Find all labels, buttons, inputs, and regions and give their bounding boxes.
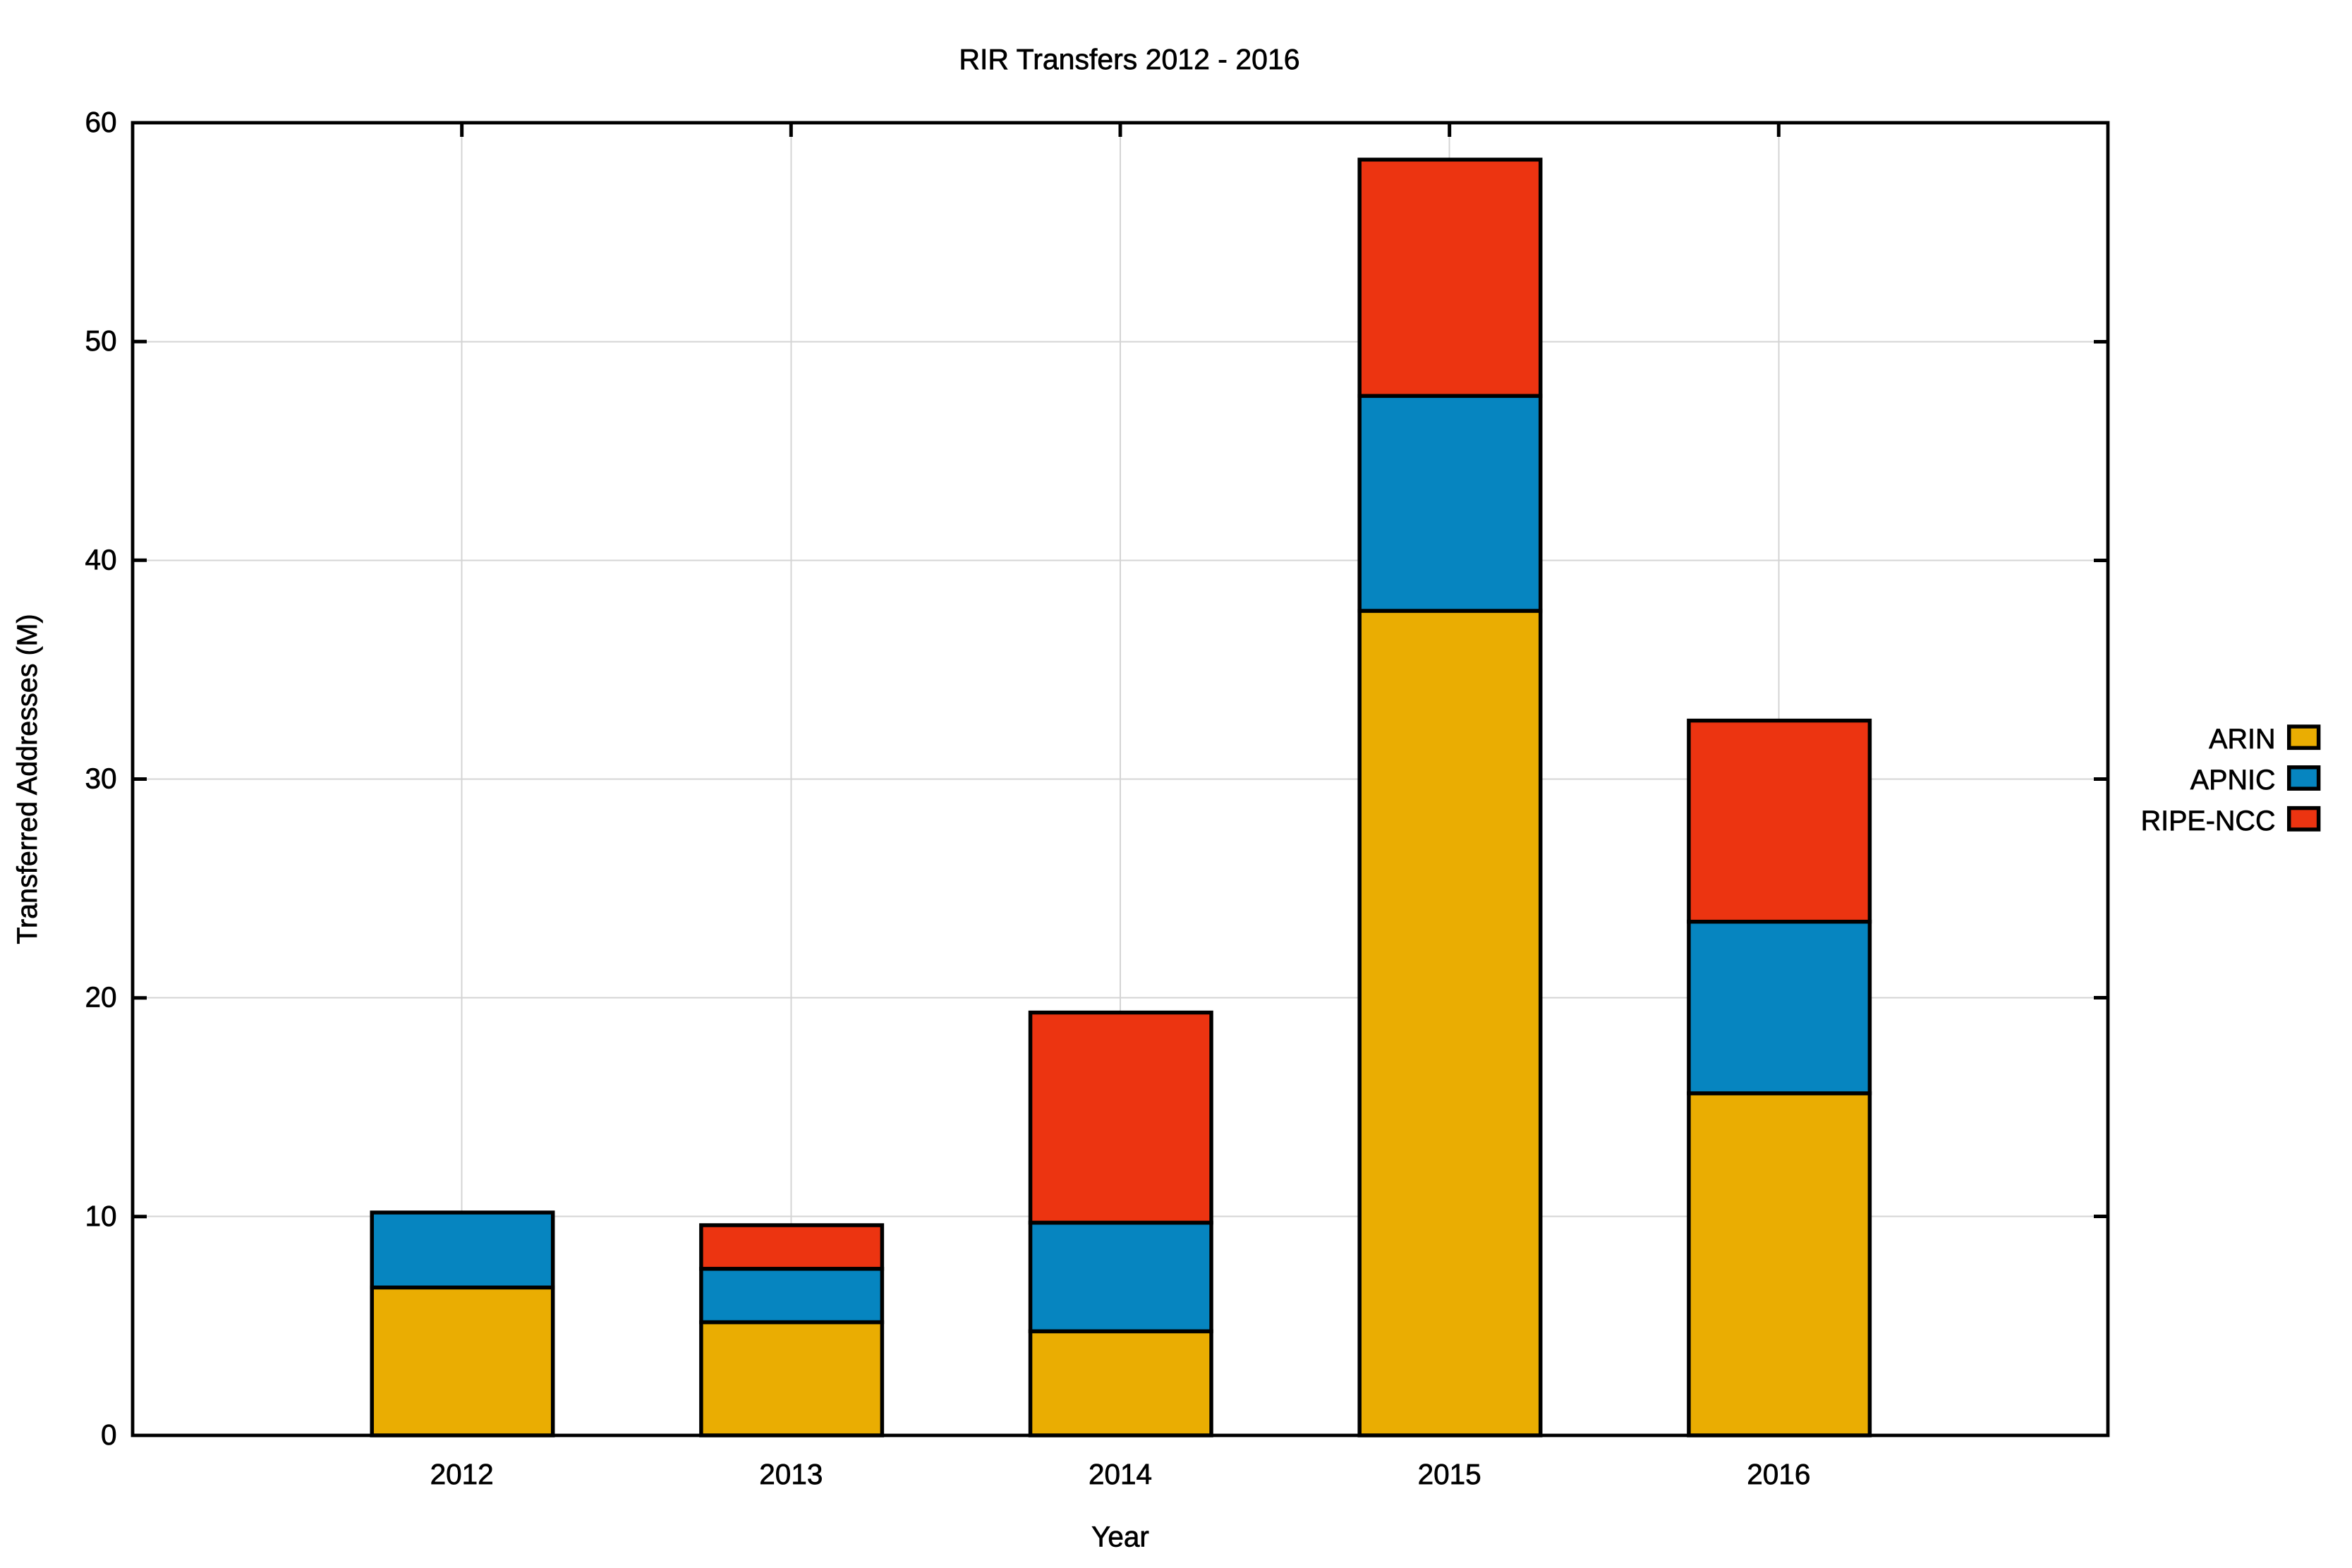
svg-text:0: 0	[101, 1418, 117, 1451]
svg-text:30: 30	[85, 762, 116, 795]
svg-text:20: 20	[85, 981, 116, 1014]
svg-text:2012: 2012	[430, 1458, 494, 1490]
svg-text:ARIN: ARIN	[2209, 724, 2275, 755]
svg-text:50: 50	[85, 324, 116, 357]
svg-text:Transferred Addresses (M): Transferred Addresses (M)	[12, 614, 43, 944]
svg-text:2014: 2014	[1089, 1458, 1152, 1490]
svg-text:2016: 2016	[1747, 1458, 1810, 1490]
svg-text:10: 10	[85, 1200, 116, 1232]
svg-text:2013: 2013	[759, 1458, 823, 1490]
svg-text:RIPE-NCC: RIPE-NCC	[2141, 806, 2276, 837]
svg-text:APNIC: APNIC	[2190, 765, 2276, 796]
svg-text:2015: 2015	[1418, 1458, 1481, 1490]
svg-text:Year: Year	[1091, 1521, 1149, 1553]
svg-text:60: 60	[85, 106, 116, 138]
svg-text:40: 40	[85, 543, 116, 576]
svg-text:RIR Transfers 2012 - 2016: RIR Transfers 2012 - 2016	[959, 43, 1299, 75]
